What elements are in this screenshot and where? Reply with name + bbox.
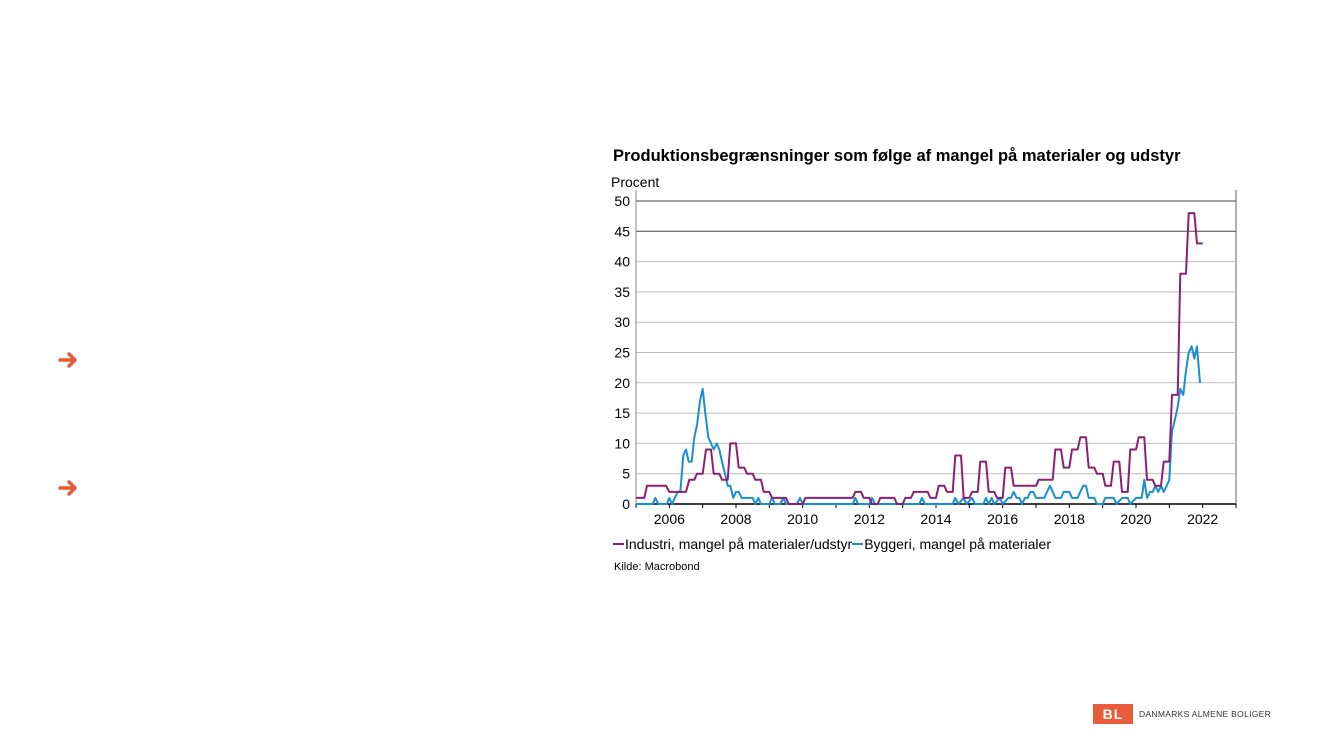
chart-title: Produktionsbegrænsninger som følge af ma… [613,147,1181,165]
legend-item-industri: Industri, mangel på materialer/udstyr [613,536,852,552]
y-tick-label: 35 [614,284,630,300]
y-tick-label: 15 [614,405,630,421]
y-tick-label: 0 [622,496,630,512]
chart-legend: Industri, mangel på materialer/udstyr By… [613,536,1051,552]
series-line-byggeri [636,345,1201,505]
x-tick-label: 2014 [920,511,951,527]
x-tick-label: 2008 [720,511,751,527]
logo-mark: BL [1093,704,1133,724]
arrow-right-icon [58,480,77,496]
y-tick-label: 30 [614,314,630,330]
x-tick-label: 2020 [1120,511,1151,527]
x-tick-label: 2012 [854,511,885,527]
arrow-right-icon [58,352,77,368]
y-tick-label: 25 [614,345,630,361]
y-tick-label: 5 [622,466,630,482]
y-tick-label: 10 [614,435,630,451]
company-logo: BL DANMARKS ALMENE BOLIGER [1093,704,1271,724]
x-tick-label: 2016 [987,511,1018,527]
x-tick-label: 2022 [1187,511,1218,527]
x-tick-label: 2018 [1054,511,1085,527]
x-tick-label: 2006 [654,511,685,527]
y-axis-label: Procent [611,174,659,190]
x-tick-label: 2010 [787,511,818,527]
y-tick-label: 40 [614,254,630,270]
chart-source: Kilde: Macrobond [614,561,700,573]
series-line-industri [636,212,1203,505]
legend-label: Industri, mangel på materialer/udstyr [625,536,853,552]
y-tick-label: 50 [614,193,630,209]
legend-swatch [613,543,624,545]
y-tick-label: 20 [614,375,630,391]
legend-item-byggeri: Byggeri, mangel på materialer [852,536,1051,552]
y-tick-label: 45 [614,223,630,239]
legend-label: Byggeri, mangel på materialer [864,536,1051,552]
logo-name: DANMARKS ALMENE BOLIGER [1139,709,1272,719]
legend-swatch [852,543,864,545]
